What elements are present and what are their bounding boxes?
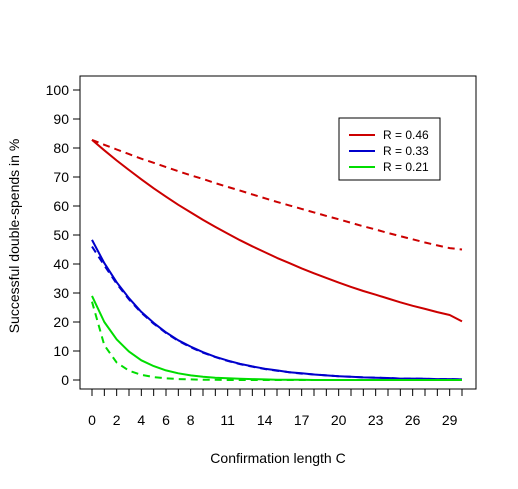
series-line [91,139,463,323]
y-tick-label: 60 [53,198,69,214]
x-tick-label: 2 [113,412,121,428]
y-tick-label: 0 [61,372,69,388]
x-axis-title: Confirmation length C [210,450,345,466]
y-tick-label: 50 [53,227,69,243]
x-tick-label: 4 [137,412,145,428]
x-tick-label: 26 [405,412,421,428]
y-axis-title: Successful double-spends in % [6,139,22,334]
series-line [91,301,462,381]
series-line [91,138,463,251]
x-tick-label: 6 [162,412,170,428]
x-tick-label: 11 [220,412,235,428]
y-tick-label: 90 [53,111,69,127]
y-tick-label: 40 [53,256,69,272]
y-tick-label: 80 [53,140,69,156]
x-tick-label: 23 [368,412,384,428]
series-line [91,246,463,381]
y-tick-label: 70 [53,169,69,185]
plot-frame [79,75,477,390]
x-tick-label: 14 [257,412,273,428]
y-tick-label: 20 [53,314,69,330]
y-tick-label: 10 [53,343,69,359]
x-tick-label: 20 [331,412,347,428]
legend-label: R = 0.33 [383,144,429,158]
x-tick-label: 8 [187,412,195,428]
legend-box [338,117,441,181]
x-tick-label: 29 [442,412,458,428]
y-tick-label: 30 [53,285,69,301]
y-tick-label: 100 [46,82,70,98]
x-tick-label: 17 [294,412,310,428]
legend-label: R = 0.21 [383,160,429,174]
legend-label: R = 0.46 [383,128,429,142]
x-tick-label: 0 [88,412,96,428]
